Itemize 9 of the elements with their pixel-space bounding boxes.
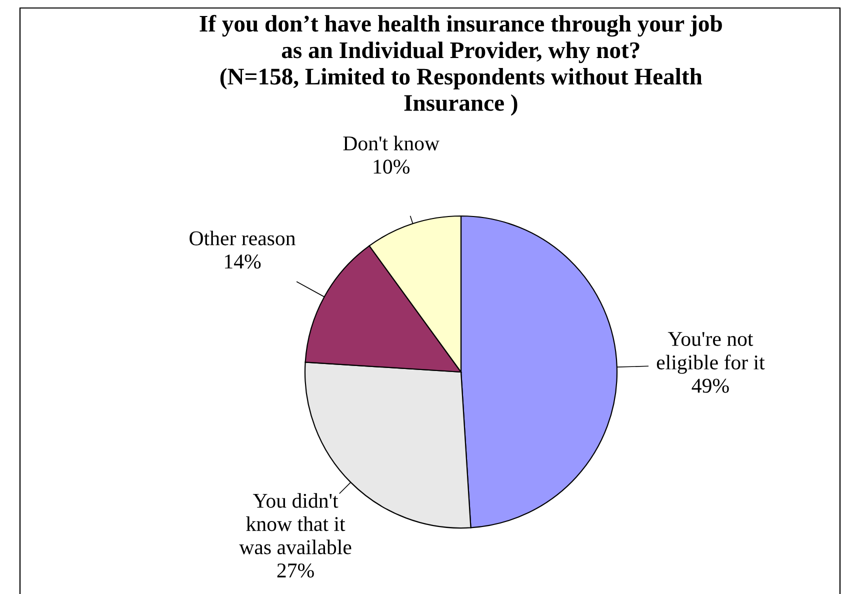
data-label: 49% [692,378,729,393]
chart-title: If you don’t have health insurance through your job as an Individual Provider, why not? (N=158, Limited to Respondents without Health Insurance ) [200,14,722,116]
slice-label: Don't know [343,136,440,150]
data-label: 27% [277,563,314,578]
slice-label: You didn't know that it was available [239,493,352,554]
slice-label: Other reason [190,230,296,246]
data-label: 10% [374,160,410,174]
data-label: 14% [225,254,261,269]
slice-label: You're not eligible for it [656,332,765,374]
